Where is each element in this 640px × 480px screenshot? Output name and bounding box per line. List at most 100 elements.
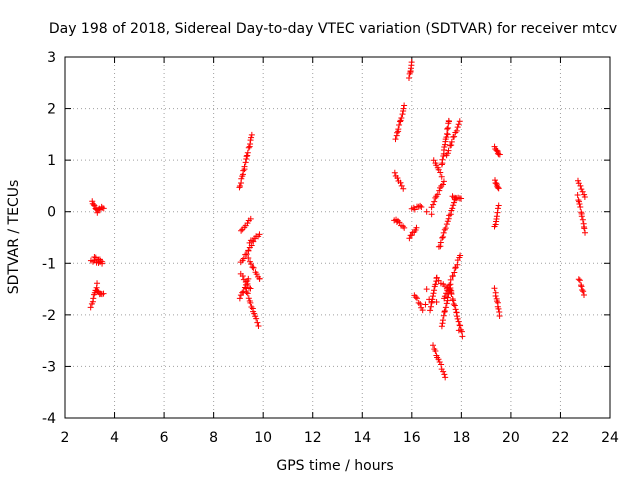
data-point (440, 312, 447, 319)
data-point (406, 235, 413, 242)
data-point (427, 307, 434, 314)
data-point (456, 118, 463, 125)
data-point (250, 264, 257, 271)
data-point (431, 287, 438, 294)
data-point (575, 276, 582, 283)
data-point (440, 178, 447, 185)
data-point (444, 125, 451, 132)
data-point (458, 195, 465, 202)
data-point (243, 289, 250, 296)
data-point (430, 342, 437, 349)
data-point (449, 205, 456, 212)
data-point (454, 261, 461, 268)
data-point (240, 167, 247, 174)
data-point (432, 281, 439, 288)
data-point (455, 318, 462, 325)
data-point (446, 282, 453, 289)
y-tick-label: 0 (47, 205, 56, 221)
data-point (578, 283, 585, 290)
data-point (254, 319, 261, 326)
data-point (436, 187, 443, 194)
data-point (236, 183, 243, 190)
data-point (242, 159, 249, 166)
data-point (442, 225, 449, 232)
data-point (439, 317, 446, 324)
data-point (393, 219, 400, 226)
data-point (449, 272, 456, 279)
data-point (495, 185, 502, 192)
data-point (441, 293, 448, 300)
data-point (438, 323, 445, 330)
data-point (441, 226, 448, 233)
data-point (446, 287, 453, 294)
data-point (450, 297, 457, 304)
data-point (256, 275, 263, 282)
data-point (245, 144, 252, 151)
data-point (419, 307, 426, 314)
plot-frame (64, 56, 611, 419)
data-point (444, 131, 451, 138)
data-point (457, 322, 464, 329)
data-point (245, 295, 252, 302)
data-point (248, 134, 255, 141)
data-point (450, 202, 457, 209)
data-point (253, 271, 260, 278)
data-point (422, 301, 429, 308)
data-point (440, 229, 447, 236)
data-point (94, 288, 101, 295)
data-point (94, 280, 101, 287)
data-point (452, 265, 459, 272)
x-tick-label: 14 (353, 430, 371, 446)
data-point (496, 313, 503, 320)
data-point (574, 192, 581, 199)
data-point (246, 284, 253, 291)
x-tick-label: 12 (304, 430, 322, 446)
data-point (398, 182, 405, 189)
data-point (255, 323, 262, 330)
data-point (582, 229, 589, 236)
y-tick-label: -1 (42, 256, 56, 272)
data-point (247, 299, 254, 306)
data-point (496, 151, 503, 158)
data-point (100, 205, 107, 212)
x-tick-label: 4 (110, 430, 119, 446)
data-point (440, 234, 447, 241)
x-tick-label: 2 (61, 430, 70, 446)
data-point (245, 247, 252, 254)
data-point (429, 293, 436, 300)
data-point (575, 197, 582, 204)
data-point (494, 209, 501, 216)
data-point (577, 182, 584, 189)
data-point (454, 313, 461, 320)
data-point (244, 280, 251, 287)
data-point (394, 129, 401, 136)
data-point (90, 201, 97, 208)
data-point (457, 252, 464, 259)
data-point (398, 115, 405, 122)
data-point (579, 216, 586, 223)
data-point (494, 205, 501, 212)
data-point (459, 333, 466, 340)
data-point (581, 292, 588, 299)
data-point (441, 307, 448, 314)
data-point (443, 300, 450, 307)
data-point (437, 169, 444, 176)
data-point (248, 131, 255, 138)
data-point (89, 198, 96, 205)
data-point (453, 309, 460, 316)
data-points (87, 59, 589, 381)
data-point (414, 295, 421, 302)
data-point (455, 121, 462, 128)
y-tick-label: 2 (47, 102, 56, 118)
data-point (248, 260, 255, 267)
data-point (447, 276, 454, 283)
data-point (576, 201, 583, 208)
x-tick-label: 18 (452, 430, 470, 446)
data-point (437, 239, 444, 246)
data-point (492, 293, 499, 300)
data-point (430, 290, 437, 297)
data-point (433, 298, 440, 305)
x-tick-label: 22 (552, 430, 570, 446)
data-point (439, 234, 446, 241)
data-point (401, 102, 408, 109)
